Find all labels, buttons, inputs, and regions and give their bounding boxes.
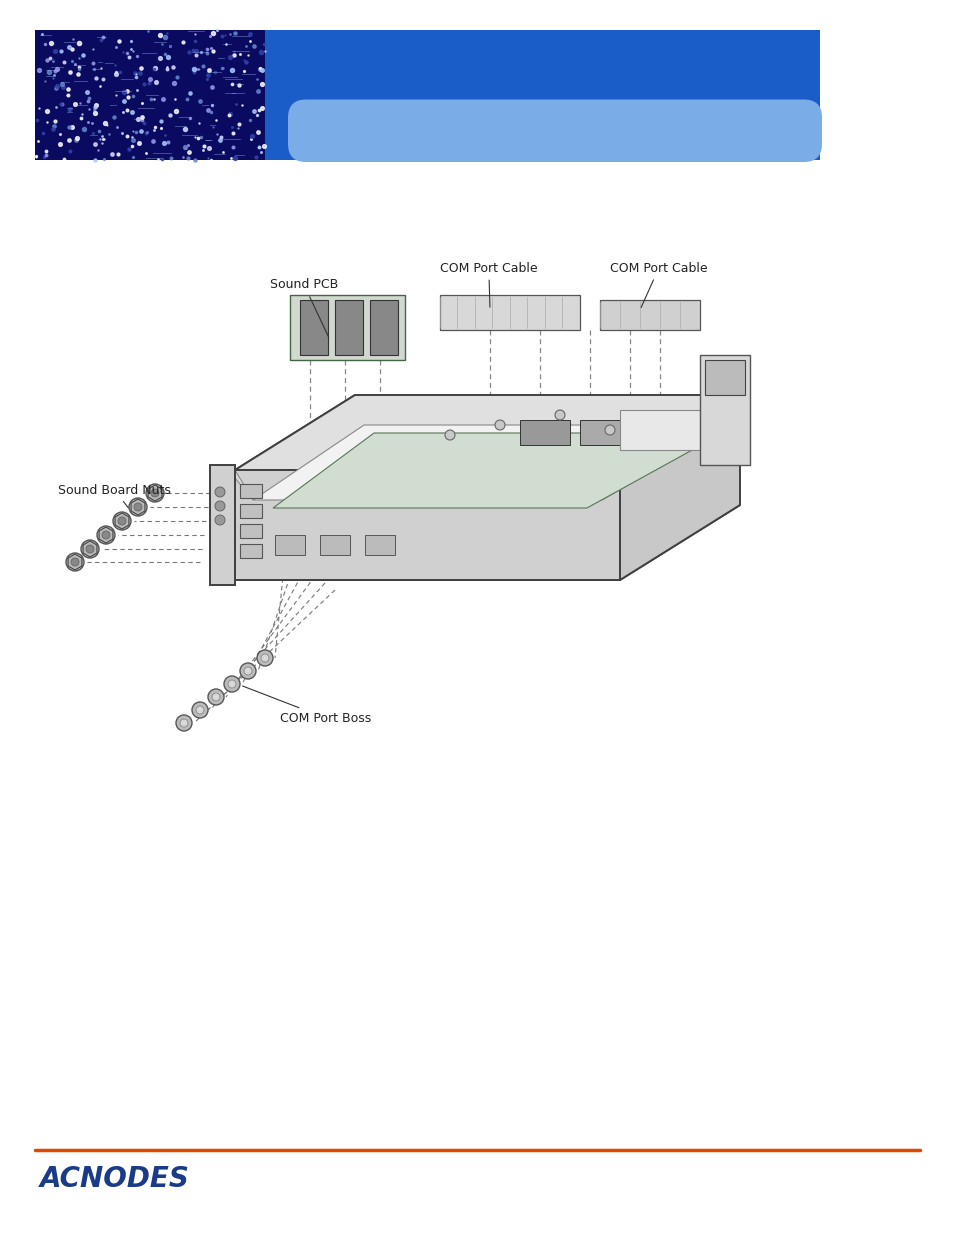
Bar [240,524,262,538]
Polygon shape [234,471,253,500]
Text: COM Port Boss: COM Port Boss [242,685,371,725]
Polygon shape [619,410,700,450]
Circle shape [604,425,615,435]
Polygon shape [234,395,740,471]
Circle shape [192,701,208,718]
Polygon shape [700,354,749,466]
Polygon shape [579,420,619,445]
Polygon shape [210,466,234,585]
Polygon shape [234,395,355,580]
Polygon shape [370,300,397,354]
Bar [240,504,262,517]
Circle shape [129,498,147,516]
Circle shape [66,553,84,571]
Text: Sound Board Nuts: Sound Board Nuts [58,483,171,508]
Circle shape [495,420,504,430]
Bar [240,543,262,558]
Polygon shape [35,30,820,161]
Bar [240,484,262,498]
Circle shape [195,706,204,714]
Polygon shape [35,30,265,161]
Circle shape [180,719,188,727]
Text: ACNODES: ACNODES [40,1165,190,1193]
Polygon shape [439,295,579,330]
Polygon shape [273,433,722,508]
Circle shape [214,515,225,525]
Circle shape [224,676,240,692]
Polygon shape [365,535,395,555]
FancyBboxPatch shape [288,100,821,162]
Polygon shape [335,300,363,354]
Polygon shape [234,505,740,580]
Polygon shape [274,535,305,555]
Circle shape [228,680,235,688]
Polygon shape [599,300,700,330]
Circle shape [146,484,164,501]
Circle shape [208,689,224,705]
Circle shape [175,715,192,731]
Polygon shape [299,300,328,354]
Circle shape [214,501,225,511]
Circle shape [444,430,455,440]
Polygon shape [319,535,350,555]
Circle shape [133,503,142,511]
Text: Sound PCB: Sound PCB [270,279,338,337]
Polygon shape [253,425,730,500]
Circle shape [97,526,115,543]
Circle shape [244,667,252,676]
Circle shape [112,513,131,530]
Circle shape [256,650,273,666]
Circle shape [71,558,79,566]
Circle shape [240,663,255,679]
Polygon shape [234,471,619,580]
Circle shape [151,489,159,496]
Circle shape [81,540,99,558]
Circle shape [555,410,564,420]
Polygon shape [619,395,740,580]
Polygon shape [290,295,405,359]
Circle shape [86,545,94,553]
Circle shape [212,693,220,701]
Polygon shape [519,420,569,445]
Circle shape [118,517,126,525]
Polygon shape [704,359,744,395]
Circle shape [214,487,225,496]
Circle shape [261,655,269,662]
Text: COM Port Cable: COM Port Cable [439,262,537,308]
Circle shape [102,531,110,538]
Text: COM Port Cable: COM Port Cable [609,262,707,308]
